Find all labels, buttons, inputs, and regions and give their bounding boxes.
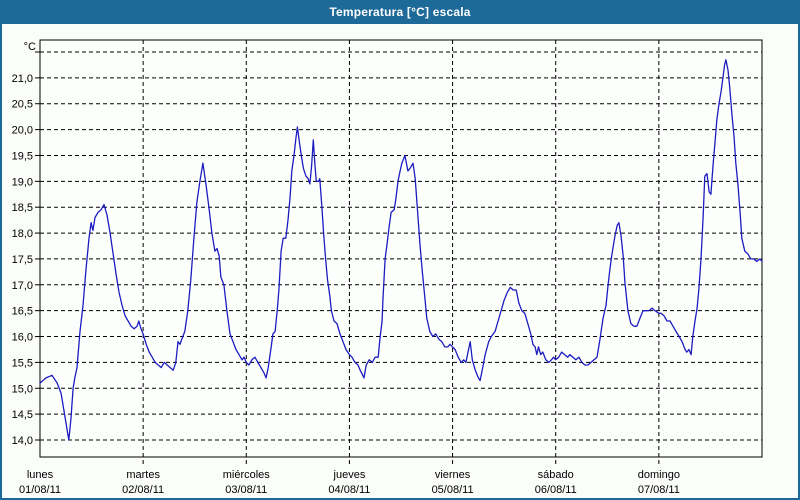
y-axis-label: 20,5 (12, 99, 33, 111)
x-axis-date-label: 04/08/11 (328, 484, 370, 496)
y-axis-label: 16,5 (12, 306, 33, 318)
x-axis-weekday-label: jueves (333, 469, 366, 481)
y-axis-label: 18,5 (12, 202, 33, 214)
x-axis-date-label: 02/08/11 (122, 484, 164, 496)
x-axis-date-label: 07/08/11 (638, 484, 680, 496)
y-axis-label: 19,5 (12, 150, 33, 162)
x-axis-date-label: 06/08/11 (535, 484, 577, 496)
x-axis-weekday-label: sábado (538, 469, 574, 481)
window-title: Temperatura [°C] escala (329, 5, 471, 19)
y-axis-unit-label: °C (24, 41, 36, 53)
titlebar: Temperatura [°C] escala (0, 0, 800, 24)
y-axis-label: 18,0 (12, 228, 33, 240)
x-axis-date-label: 05/08/11 (432, 484, 474, 496)
plot-area (39, 39, 763, 458)
x-axis-date-label: 01/08/11 (19, 484, 61, 496)
x-axis-weekday-label: domingo (638, 469, 680, 481)
y-axis-label: 21,0 (12, 73, 33, 85)
y-axis-label: 15,0 (12, 383, 33, 395)
x-axis-weekday-label: viernes (435, 469, 471, 481)
x-axis-weekday-label: lunes (27, 469, 54, 481)
x-axis-weekday-label: miércoles (223, 469, 271, 481)
y-axis-label: 16,0 (12, 332, 33, 344)
y-axis-label: 17,0 (12, 280, 33, 292)
y-axis-label: 20,0 (12, 125, 33, 137)
temperature-line (39, 59, 763, 441)
y-axis-label: 14,0 (12, 435, 33, 447)
x-axis-date-label: 03/08/11 (225, 484, 267, 496)
y-axis-label: 19,0 (12, 176, 33, 188)
y-axis-label: 14,5 (12, 409, 33, 421)
y-axis-label: 15,5 (12, 357, 33, 369)
y-axis-label: 17,5 (12, 254, 33, 266)
x-axis-weekday-label: martes (126, 469, 160, 481)
